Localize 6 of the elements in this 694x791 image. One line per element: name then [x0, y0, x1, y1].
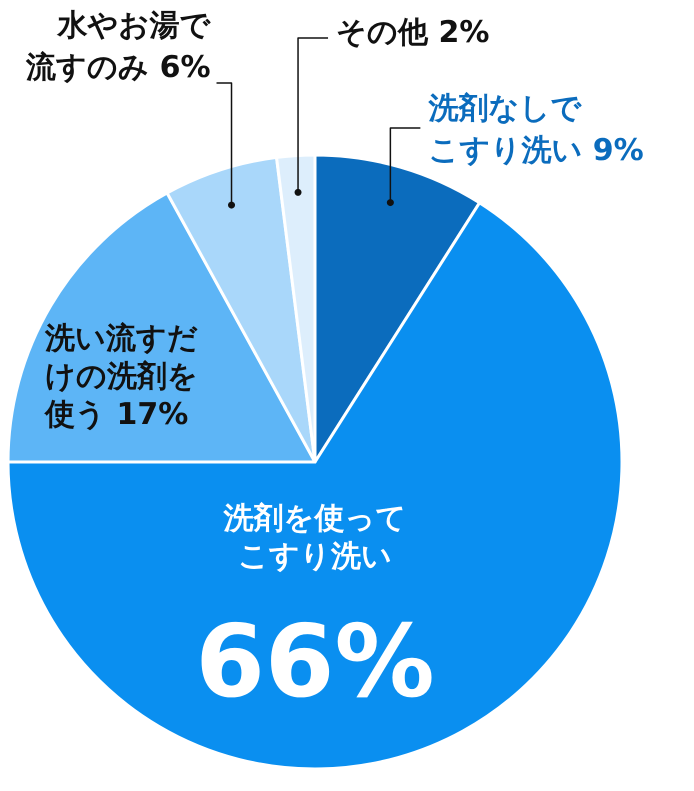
- data-label: 66%: [195, 603, 435, 720]
- slice-label: 水やお湯で流すのみ 6%: [25, 8, 212, 85]
- slice-label: その他 2%: [336, 15, 490, 50]
- slice-label: 洗剤を使ってこすり洗い: [222, 501, 406, 574]
- slice-label: 洗剤なしでこすり洗い 9%: [427, 91, 644, 168]
- slice-label: 洗い流すだけの洗剤を使う 17%: [44, 321, 198, 432]
